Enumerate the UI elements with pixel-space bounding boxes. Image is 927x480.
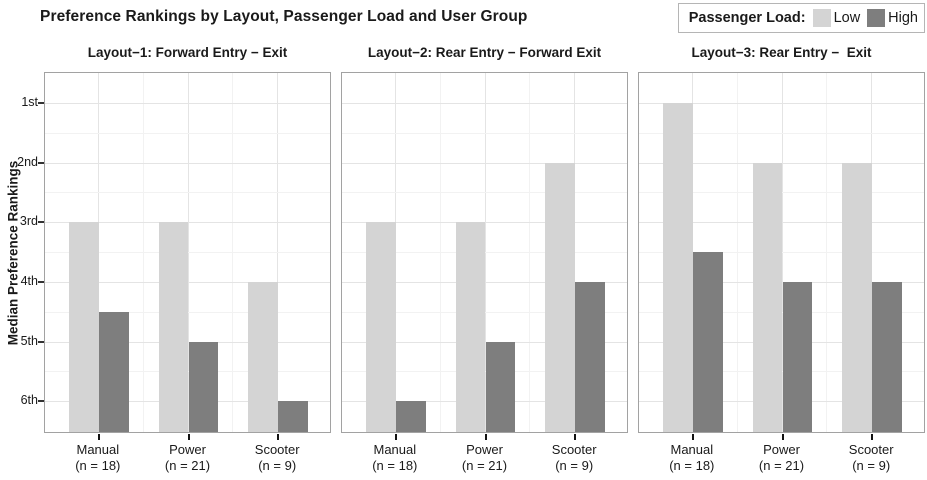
plot-area-layout-2 xyxy=(341,72,628,440)
bar-high-power xyxy=(485,341,516,432)
x-axis-label: Power (n = 21) xyxy=(143,442,233,473)
panel-header-layout-3: Layout−3: Rear Entry − Exit xyxy=(691,45,872,60)
y-tick xyxy=(38,161,44,164)
x-axis-label-n: (n = 18) xyxy=(75,457,121,473)
bar-high-manual xyxy=(692,252,723,432)
legend-label-low: Low xyxy=(833,10,861,26)
y-tick xyxy=(38,101,44,104)
bar-low-manual xyxy=(662,102,693,432)
bar-high-scooter xyxy=(575,281,606,432)
bar-low-power xyxy=(752,162,783,432)
x-axis-label-group: Scooter xyxy=(848,442,894,457)
x-axis-label-n: (n = 18) xyxy=(372,457,418,473)
x-tick xyxy=(781,434,784,440)
x-axis-label-group: Power xyxy=(466,442,503,457)
panel-header-layout-2: Layout−2: Rear Entry − Forward Exit xyxy=(367,45,602,60)
bar-low-scooter xyxy=(248,281,279,432)
bar-high-power xyxy=(188,341,219,432)
x-axis-label-group: Manual xyxy=(670,442,714,457)
y-axis-tick-label: 4th xyxy=(20,273,38,288)
x-axis-label-group: Power xyxy=(169,442,206,457)
legend-item-high: High xyxy=(867,9,918,27)
x-axis-label-group: Scooter xyxy=(551,442,597,457)
y-tick xyxy=(38,221,44,224)
gridline-horizontal-major xyxy=(639,102,924,104)
x-axis-label: Power (n = 21) xyxy=(737,442,827,473)
bar-high-scooter xyxy=(278,401,309,432)
x-axis-label-n: (n = 18) xyxy=(669,457,715,473)
gridline-horizontal-minor xyxy=(45,192,330,194)
legend-label-high: High xyxy=(888,10,918,26)
gridline-horizontal-major xyxy=(45,162,330,164)
gridline-horizontal-major xyxy=(342,162,627,164)
x-axis-label: Manual (n = 18) xyxy=(647,442,737,473)
bar-low-power xyxy=(158,222,189,432)
y-tick xyxy=(38,280,44,283)
y-axis-tick-label: 3rd xyxy=(19,214,38,229)
y-axis-tick-label: 2nd xyxy=(17,154,38,169)
bar-high-manual xyxy=(98,311,129,432)
y-axis-tick-label: 6th xyxy=(20,393,38,408)
legend-swatch-low xyxy=(812,9,831,27)
gridline-horizontal-minor xyxy=(45,132,330,134)
y-axis-tick-label: 5th xyxy=(20,333,38,348)
x-axis-label: Manual (n = 18) xyxy=(350,442,440,473)
y-tick xyxy=(38,400,44,403)
panel-layout-2: Layout−2: Rear Entry − Forward Exit xyxy=(341,40,628,440)
x-axis-label-n: (n = 9) xyxy=(555,457,594,473)
chart-title: Preference Rankings by Layout, Passenger… xyxy=(40,8,528,25)
legend: Passenger Load: Low High xyxy=(677,3,925,33)
x-axis-label: Scooter (n = 9) xyxy=(826,442,916,473)
x-axis-label: Power (n = 21) xyxy=(440,442,530,473)
y-axis-title: Median Preference Rankings xyxy=(5,160,21,346)
x-tick xyxy=(394,434,397,440)
panel-layout-3: Layout−3: Rear Entry − Exit xyxy=(638,40,925,440)
y-axis-tick-label: 1st xyxy=(21,94,38,109)
x-tick xyxy=(187,434,190,440)
gridline-horizontal-major xyxy=(342,102,627,104)
y-tick xyxy=(38,340,44,343)
bar-low-scooter xyxy=(842,162,873,432)
x-tick xyxy=(691,434,694,440)
x-axis-label: Manual (n = 18) xyxy=(53,442,143,473)
x-tick xyxy=(484,434,487,440)
gridline-horizontal-major xyxy=(45,102,330,104)
gridline-horizontal-minor xyxy=(342,132,627,134)
x-axis-label-group: Manual xyxy=(76,442,120,457)
x-axis-label-group: Scooter xyxy=(254,442,300,457)
gridline-horizontal-minor xyxy=(639,132,924,134)
x-axis-label-n: (n = 21) xyxy=(164,457,211,473)
bar-low-manual xyxy=(365,222,396,432)
x-axis-label-n: (n = 21) xyxy=(758,457,805,473)
panel-layout-1: Layout−1: Forward Entry − Exit xyxy=(38,40,331,440)
x-axis-label-n: (n = 9) xyxy=(258,457,297,473)
bar-high-power xyxy=(782,281,813,432)
bar-low-scooter xyxy=(545,162,576,432)
bar-high-scooter xyxy=(872,281,903,432)
panel-header-layout-1: Layout−1: Forward Entry − Exit xyxy=(87,45,288,60)
x-axis-label-n: (n = 9) xyxy=(852,457,891,473)
x-tick xyxy=(97,434,100,440)
x-axis-label-group: Power xyxy=(763,442,800,457)
gridline-horizontal-minor xyxy=(342,192,627,194)
legend-item-low: Low xyxy=(812,9,861,27)
plot-area-layout-1 xyxy=(38,72,331,440)
legend-swatch-high xyxy=(867,9,886,27)
plot-area-layout-3 xyxy=(638,72,925,440)
bar-low-manual xyxy=(68,222,99,432)
x-tick xyxy=(277,434,280,440)
bar-high-manual xyxy=(395,401,426,432)
legend-title: Passenger Load: xyxy=(688,10,806,26)
x-axis-label: Scooter (n = 9) xyxy=(232,442,322,473)
x-tick xyxy=(574,434,577,440)
x-axis-label-group: Manual xyxy=(373,442,417,457)
bar-low-power xyxy=(455,222,486,432)
x-axis-label-n: (n = 21) xyxy=(461,457,508,473)
x-axis-label: Scooter (n = 9) xyxy=(529,442,619,473)
x-tick xyxy=(871,434,874,440)
